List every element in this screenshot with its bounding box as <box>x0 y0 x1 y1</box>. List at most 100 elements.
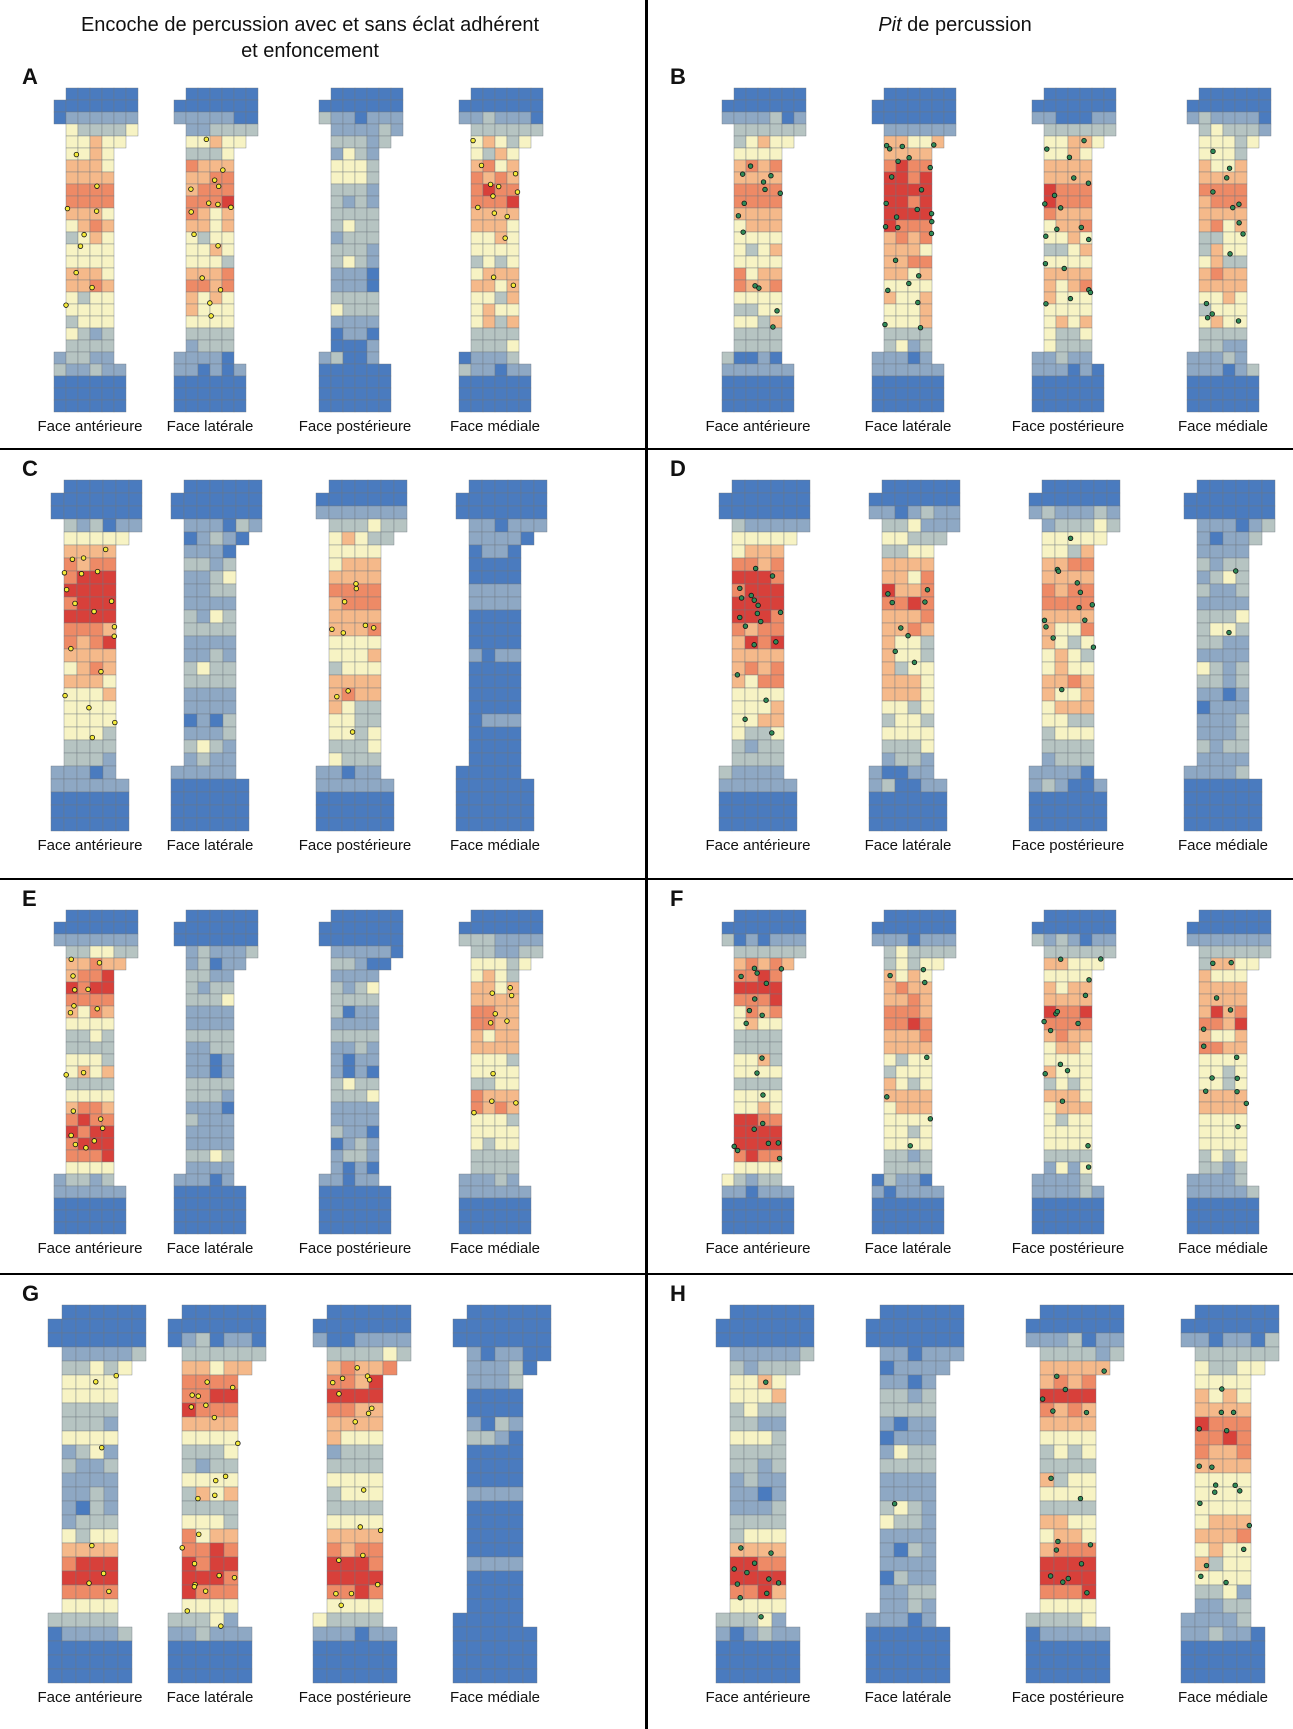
grid-cell <box>1235 778 1250 793</box>
grid-cell <box>508 1514 524 1530</box>
grid-cell <box>1031 1209 1045 1223</box>
grid-cell <box>871 111 885 125</box>
grid-cell <box>455 505 470 520</box>
grid-cell <box>731 752 746 767</box>
grid-cell <box>196 661 211 676</box>
grid-cell <box>77 195 91 209</box>
impact-point <box>751 1126 757 1132</box>
impact-point <box>1224 175 1230 181</box>
grid-cell <box>196 765 211 780</box>
grid-cell <box>222 817 237 832</box>
grid-cell <box>185 1209 199 1223</box>
grid-cell <box>209 1332 225 1348</box>
grid-cell <box>745 111 759 125</box>
impact-point <box>763 1379 769 1385</box>
grid-cell <box>75 1556 91 1572</box>
grid-cell <box>879 1612 895 1628</box>
grid-cell <box>933 778 948 793</box>
impact-point <box>1054 226 1060 232</box>
grid-cell <box>931 111 945 125</box>
grid-cell <box>354 351 368 365</box>
grid-cell <box>354 993 368 1007</box>
grid-cell <box>879 1458 895 1474</box>
grid-cell <box>466 1374 482 1390</box>
grid-cell <box>771 1542 787 1558</box>
grid-cell <box>65 1017 79 1031</box>
grid-cell <box>1235 557 1250 572</box>
grid-cell <box>341 635 356 650</box>
grid-cell <box>1067 1041 1081 1055</box>
grid-cell <box>1054 804 1069 819</box>
face-label: Face médiale <box>1177 1240 1269 1257</box>
grid-cell <box>185 255 199 269</box>
grid-cell <box>783 518 798 533</box>
grid-cell <box>743 1304 759 1320</box>
grid-cell <box>1054 791 1069 806</box>
grid-cell <box>1248 778 1263 793</box>
grid-cell <box>233 1221 247 1235</box>
grid-cell <box>757 99 771 113</box>
grid-cell <box>1210 1017 1224 1031</box>
grid-cell <box>170 804 185 819</box>
grid-cell <box>77 207 91 221</box>
grid-cell <box>1103 933 1117 947</box>
grid-cell <box>223 1612 239 1628</box>
grid-cell <box>1054 661 1069 676</box>
grid-cell <box>1183 817 1198 832</box>
grid-cell <box>494 1125 508 1139</box>
grid-cell <box>1079 1209 1093 1223</box>
grid-cell <box>1055 1185 1069 1199</box>
grid-cell <box>89 1584 105 1600</box>
grid-cell <box>173 1221 187 1235</box>
grid-cell <box>1054 700 1069 715</box>
impact-point <box>490 274 497 280</box>
impact-point <box>752 996 758 1002</box>
grid-cell <box>729 1318 745 1334</box>
grid-cell <box>53 1185 67 1199</box>
grid-cell <box>173 111 187 125</box>
grid-cell <box>89 375 103 389</box>
grid-cell <box>744 700 759 715</box>
grid-cell <box>209 993 223 1007</box>
grid-cell <box>61 1528 77 1544</box>
grid-cell <box>340 1612 356 1628</box>
bone-map-f-2 <box>871 909 957 1235</box>
grid-cell <box>470 363 484 377</box>
grid-cell <box>1053 1514 1069 1530</box>
grid-cell <box>183 544 198 559</box>
grid-cell <box>1079 981 1093 995</box>
grid-cell <box>101 969 115 983</box>
grid-cell <box>1258 933 1272 947</box>
grid-cell <box>480 1430 496 1446</box>
grid-cell <box>770 778 785 793</box>
grid-cell <box>1067 661 1082 676</box>
grid-cell <box>197 327 211 341</box>
grid-cell <box>721 1173 735 1187</box>
panel-label-c: C <box>22 456 38 481</box>
grid-cell <box>1031 921 1045 935</box>
impact-point <box>211 177 218 183</box>
grid-cell <box>1198 909 1212 923</box>
grid-cell <box>330 219 344 233</box>
grid-cell <box>1043 1101 1057 1115</box>
grid-cell <box>197 1029 211 1043</box>
grid-cell <box>494 243 508 257</box>
grid-cell <box>482 945 496 959</box>
grid-cell <box>507 635 522 650</box>
grid-cell <box>1186 99 1200 113</box>
grid-cell <box>53 1173 67 1187</box>
grid-cell <box>328 609 343 624</box>
impact-point <box>1054 1008 1061 1015</box>
impact-point <box>885 591 891 597</box>
grid-cell <box>50 817 65 832</box>
grid-cell <box>1198 933 1212 947</box>
grid-cell <box>1234 921 1248 935</box>
grid-cell <box>1043 921 1057 935</box>
grid-cell <box>744 791 759 806</box>
grid-cell <box>933 479 948 494</box>
grid-cell <box>520 778 535 793</box>
grid-cell <box>935 1626 951 1642</box>
grid-cell <box>895 243 909 257</box>
grid-cell <box>61 1332 77 1348</box>
impact-point <box>1055 568 1062 574</box>
